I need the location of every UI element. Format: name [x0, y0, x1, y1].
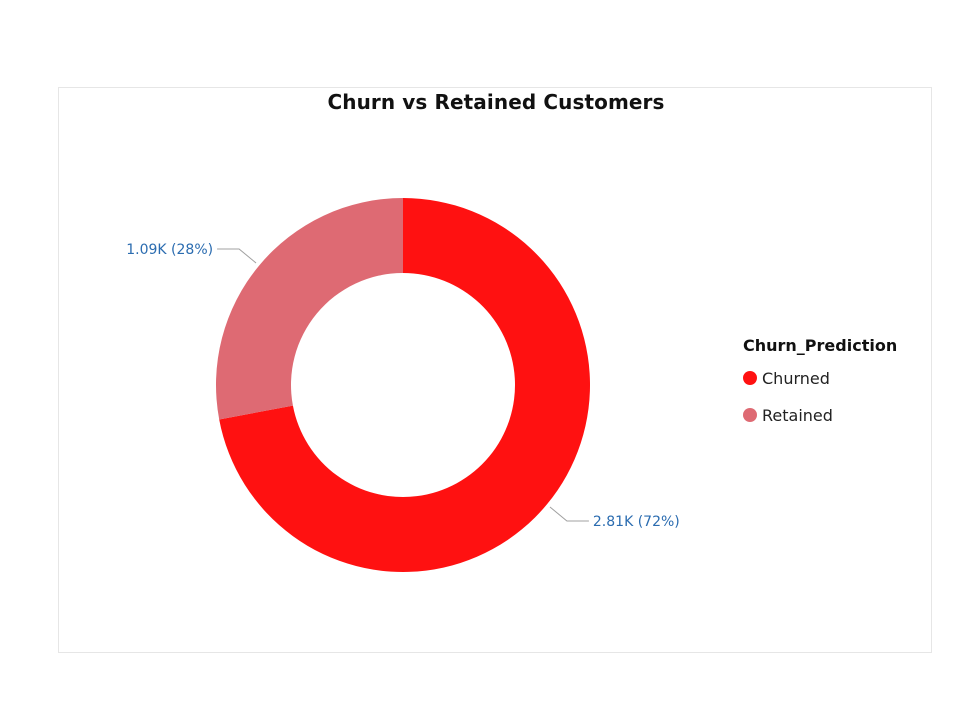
- donut-slice-retained[interactable]: [216, 198, 403, 420]
- data-label-retained: 1.09K (28%): [126, 242, 213, 258]
- legend: Churn_Prediction Churned Retained: [743, 336, 897, 441]
- legend-title: Churn_Prediction: [743, 336, 898, 355]
- leader-line-retained: [217, 248, 257, 264]
- donut-slice-churned[interactable]: [219, 198, 591, 572]
- legend-swatch-churned: [743, 371, 757, 385]
- chart-card: Churn vs Retained Customers: [58, 87, 932, 653]
- legend-item-retained[interactable]: Retained: [743, 404, 897, 426]
- data-label-churned: 2.81K (72%): [593, 514, 680, 530]
- legend-label-churned: Churned: [762, 368, 830, 388]
- legend-swatch-retained: [743, 408, 757, 422]
- legend-item-churned[interactable]: Churned: [743, 367, 897, 389]
- legend-label-retained: Retained: [762, 405, 833, 425]
- leader-line-churned: [549, 506, 589, 522]
- chart-title: Churn vs Retained Customers: [327, 90, 665, 114]
